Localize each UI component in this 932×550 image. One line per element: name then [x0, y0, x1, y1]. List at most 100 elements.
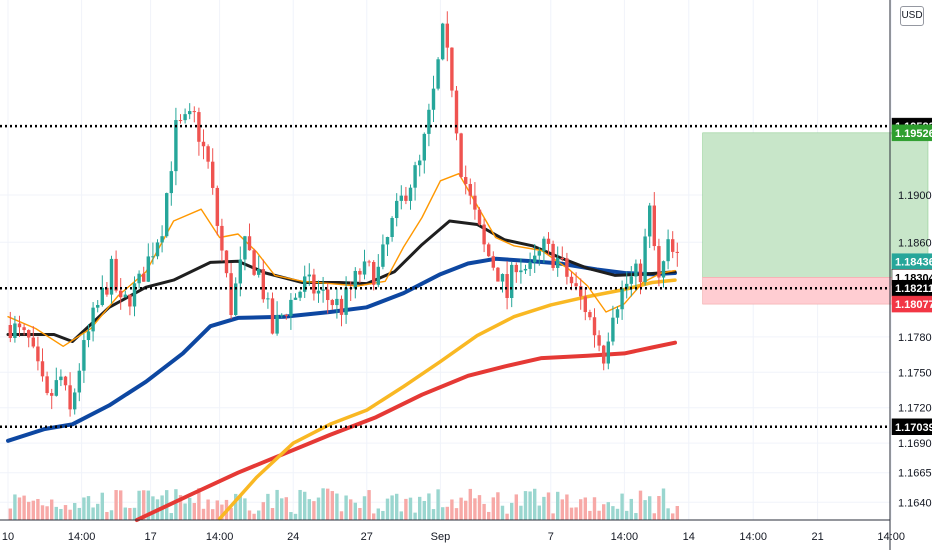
candle-body — [215, 187, 219, 226]
candle-body — [238, 259, 242, 284]
price-axis[interactable]: 1.19000 1.18600 1.17800 1.17500 1.17200 1.169… — [898, 190, 932, 509]
volume-bar — [344, 495, 348, 520]
candle-body — [390, 218, 394, 238]
volume-bar — [556, 491, 560, 520]
candle-body — [211, 161, 215, 188]
price-tag-label: 1.19526 — [895, 128, 932, 140]
time-axis[interactable]: 10 14:00 17 14:00 24 27 Sep 7 14:00 14 14:00 21 14:0… — [2, 531, 932, 543]
currency-badge[interactable]: USD — [900, 6, 924, 26]
volume-bar — [510, 502, 514, 520]
candle-body — [652, 205, 656, 247]
candle-body — [482, 224, 486, 245]
time-tick-label: 24 — [287, 531, 299, 543]
volume-bar — [445, 506, 449, 520]
candle-body — [362, 261, 367, 275]
volume-bar — [542, 496, 546, 520]
volume-bar — [496, 492, 500, 520]
candle-body — [275, 315, 279, 334]
price-tag-label: 1.18436 — [895, 257, 932, 269]
candle-body — [385, 237, 390, 245]
horizontal-levels[interactable] — [0, 124, 890, 429]
candle-body — [151, 256, 155, 258]
candle-body — [344, 287, 348, 315]
volume-bar — [620, 493, 624, 520]
volume-bar — [367, 490, 371, 520]
volume-bar — [399, 511, 403, 520]
volume-bar — [592, 497, 597, 520]
candle-body — [569, 276, 574, 284]
volume-bar — [551, 513, 555, 520]
volume-bar — [40, 505, 45, 520]
volume-bar — [450, 499, 454, 520]
volume-bar — [519, 505, 523, 520]
volume-bar — [565, 494, 569, 520]
volume-bar — [606, 502, 610, 520]
volume-bar — [395, 493, 399, 520]
volume-bar — [588, 510, 592, 520]
candle-body — [404, 195, 408, 201]
candle-body — [137, 273, 141, 284]
volume-bar — [569, 507, 574, 520]
candle-body — [13, 323, 17, 338]
volume-bar — [335, 493, 339, 520]
candle-body — [376, 266, 380, 285]
candle-body — [671, 239, 675, 252]
candle-body — [666, 239, 670, 262]
candle-body — [353, 270, 357, 289]
candle-body — [592, 317, 597, 336]
candle-body — [625, 283, 629, 289]
volume-bar — [339, 511, 344, 520]
candle-body — [307, 274, 311, 277]
volume-bar — [77, 507, 81, 520]
volume-bar — [316, 497, 321, 520]
candle-body — [201, 141, 206, 147]
candle-body — [261, 269, 265, 300]
candle-body — [234, 283, 238, 316]
volume-bar — [105, 511, 109, 520]
volume-bar — [652, 513, 656, 520]
volume-bar — [270, 508, 275, 520]
price-tick-label: 1.16900 — [898, 438, 932, 450]
volume-bar — [142, 490, 146, 520]
volume-bar — [197, 488, 201, 520]
volume-bar — [27, 501, 31, 520]
candle-body — [123, 294, 127, 298]
time-tick-label: 14 — [683, 531, 695, 543]
candle-body — [431, 88, 436, 110]
price-tick-label: 1.17500 — [898, 367, 932, 379]
volume-bar — [431, 509, 436, 520]
candle-body — [560, 257, 564, 259]
candle-body — [574, 283, 578, 287]
candle-body — [63, 376, 68, 386]
volume-bar — [579, 499, 583, 520]
volume-bar — [293, 513, 298, 520]
volume-bar — [638, 490, 643, 520]
candle-body — [266, 298, 270, 300]
candle-body — [224, 250, 229, 274]
price-tick-label: 1.17800 — [898, 332, 932, 344]
volume-bar — [307, 499, 311, 520]
price-tag-box — [891, 295, 932, 313]
candle-body — [528, 262, 532, 269]
ma-red-line — [134, 340, 677, 522]
volume-bar — [132, 507, 137, 520]
volume-bar — [482, 503, 486, 520]
candle-body — [316, 290, 321, 294]
volume-bar — [615, 508, 620, 520]
candle-body — [519, 270, 523, 273]
candle-body — [422, 133, 426, 161]
candle-body — [358, 270, 362, 275]
candle-body — [73, 392, 77, 410]
volume-bars — [8, 488, 679, 520]
volume-bar — [137, 490, 141, 520]
candle-body — [629, 276, 633, 284]
time-tick-label: 10 — [2, 531, 14, 543]
grid-lines — [0, 0, 892, 520]
candle-body — [59, 376, 63, 381]
volume-bar — [643, 500, 647, 520]
volume-bar — [326, 488, 330, 520]
volume-bar — [349, 499, 353, 520]
candle-body — [45, 376, 49, 394]
volume-bar — [54, 506, 58, 520]
